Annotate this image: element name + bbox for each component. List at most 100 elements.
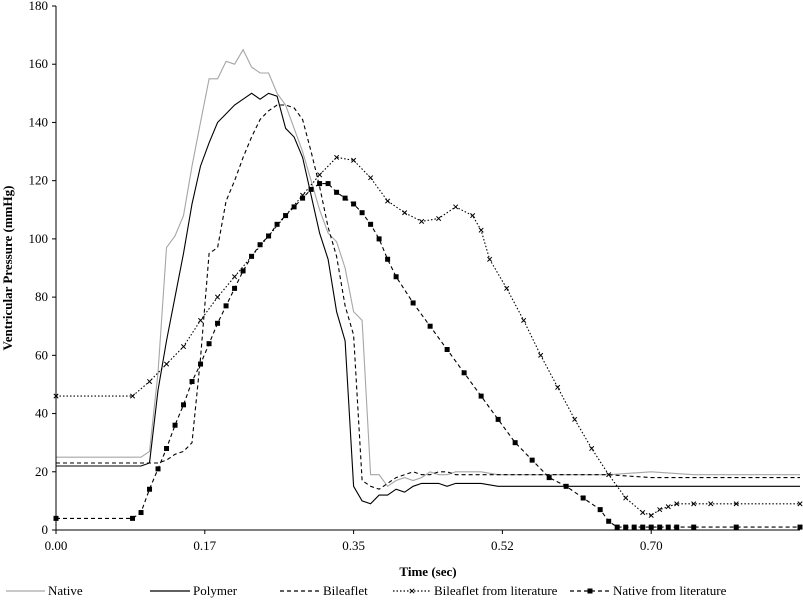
legend-item: Native from literature: [570, 583, 727, 598]
data-point: [487, 256, 493, 262]
data-point: [385, 256, 391, 262]
legend-item: Bileaflet from literature: [393, 583, 558, 598]
series-line: [56, 92, 800, 505]
data-point: [215, 294, 221, 300]
data-point: [215, 320, 221, 326]
data-point: [181, 402, 187, 408]
data-point: [427, 323, 433, 329]
data-point: [334, 189, 340, 195]
data-point: [402, 210, 408, 216]
data-point: [657, 507, 663, 513]
data-point: [797, 524, 803, 530]
legend-label: Bileaflet from literature: [434, 583, 558, 598]
series-native: [56, 48, 800, 488]
data-point: [631, 524, 637, 530]
data-point: [453, 204, 459, 210]
data-point: [163, 361, 170, 367]
legend-marker: [409, 588, 415, 594]
data-point: [172, 422, 178, 428]
data-point: [206, 341, 212, 347]
data-point: [563, 483, 569, 489]
data-point: [147, 486, 153, 492]
data-point: [797, 501, 803, 507]
data-point: [691, 524, 697, 530]
data-point: [351, 201, 357, 207]
data-point: [657, 524, 663, 530]
data-point: [257, 242, 263, 248]
data-point: [155, 466, 161, 472]
y-tick-label: 0: [42, 522, 49, 537]
data-point: [283, 213, 289, 219]
x-axis-title: Time (sec): [399, 564, 456, 579]
y-tick-label: 20: [35, 464, 48, 479]
data-point: [291, 204, 297, 210]
data-point: [461, 370, 467, 376]
axes: [55, 6, 800, 531]
data-point: [300, 195, 306, 201]
data-point: [180, 344, 187, 350]
data-point: [325, 181, 331, 187]
data-point: [640, 509, 646, 516]
data-point: [665, 504, 671, 510]
data-point: [572, 416, 578, 422]
y-tick-label: 140: [29, 114, 49, 129]
x-tick-label: 0.70: [640, 538, 663, 553]
data-point: [648, 512, 654, 518]
data-point: [529, 457, 535, 463]
plot-series: [53, 48, 803, 530]
data-point: [665, 524, 671, 530]
x-tick-label: 0.52: [491, 538, 514, 553]
data-point: [606, 472, 612, 478]
data-point: [589, 445, 595, 452]
data-point: [368, 221, 374, 227]
legend-label: Bileaflet: [323, 583, 368, 598]
data-point: [197, 317, 204, 323]
data-point: [334, 154, 340, 160]
data-point: [223, 303, 229, 309]
data-point: [164, 445, 170, 451]
legend-item: Polymer: [150, 583, 238, 598]
legend-item: Bileaflet: [280, 583, 368, 598]
data-point: [606, 518, 612, 524]
data-point: [623, 524, 629, 530]
data-point: [232, 285, 238, 291]
data-point: [708, 501, 714, 507]
y-tick-label: 40: [35, 406, 48, 421]
data-point: [385, 198, 391, 204]
y-tick-label: 120: [29, 173, 49, 188]
series-line: [56, 104, 800, 490]
x-tick-label: 0.35: [342, 538, 365, 553]
data-point: [368, 175, 374, 181]
data-point: [317, 181, 323, 187]
data-point: [342, 195, 348, 201]
series-line: [56, 183, 800, 528]
y-tick-label: 60: [35, 347, 48, 362]
data-point: [189, 379, 195, 385]
data-point: [444, 347, 450, 353]
data-point: [129, 393, 136, 399]
data-point: [512, 440, 518, 446]
data-point: [733, 524, 739, 530]
x-tick-label: 0.17: [193, 538, 216, 553]
data-point: [614, 524, 620, 530]
legend: Native Polymer Bileaflet Bileaflet from lit…: [6, 583, 727, 598]
data-point: [546, 475, 552, 481]
data-point: [504, 285, 510, 291]
data-point: [495, 416, 501, 422]
y-axis-title: Ventricular Pressure (mmHg): [0, 186, 15, 351]
y-tick-label: 180: [29, 0, 49, 13]
data-point: [198, 361, 204, 367]
series-bileaflet: [56, 104, 800, 490]
data-point: [691, 501, 697, 507]
x-tick-label: 0.00: [45, 538, 68, 553]
data-point: [410, 300, 416, 306]
axis-ticks: 0 20 40 60 80 100 120 140 160 180 0.00 0.17 0.35 0.52…: [29, 0, 663, 553]
data-point: [274, 221, 280, 227]
data-point: [240, 268, 246, 274]
y-tick-label: 160: [29, 56, 49, 71]
series-bileaflet-from-literature: [53, 154, 803, 518]
data-point: [376, 236, 382, 242]
data-point: [393, 274, 399, 280]
data-point: [249, 253, 255, 259]
